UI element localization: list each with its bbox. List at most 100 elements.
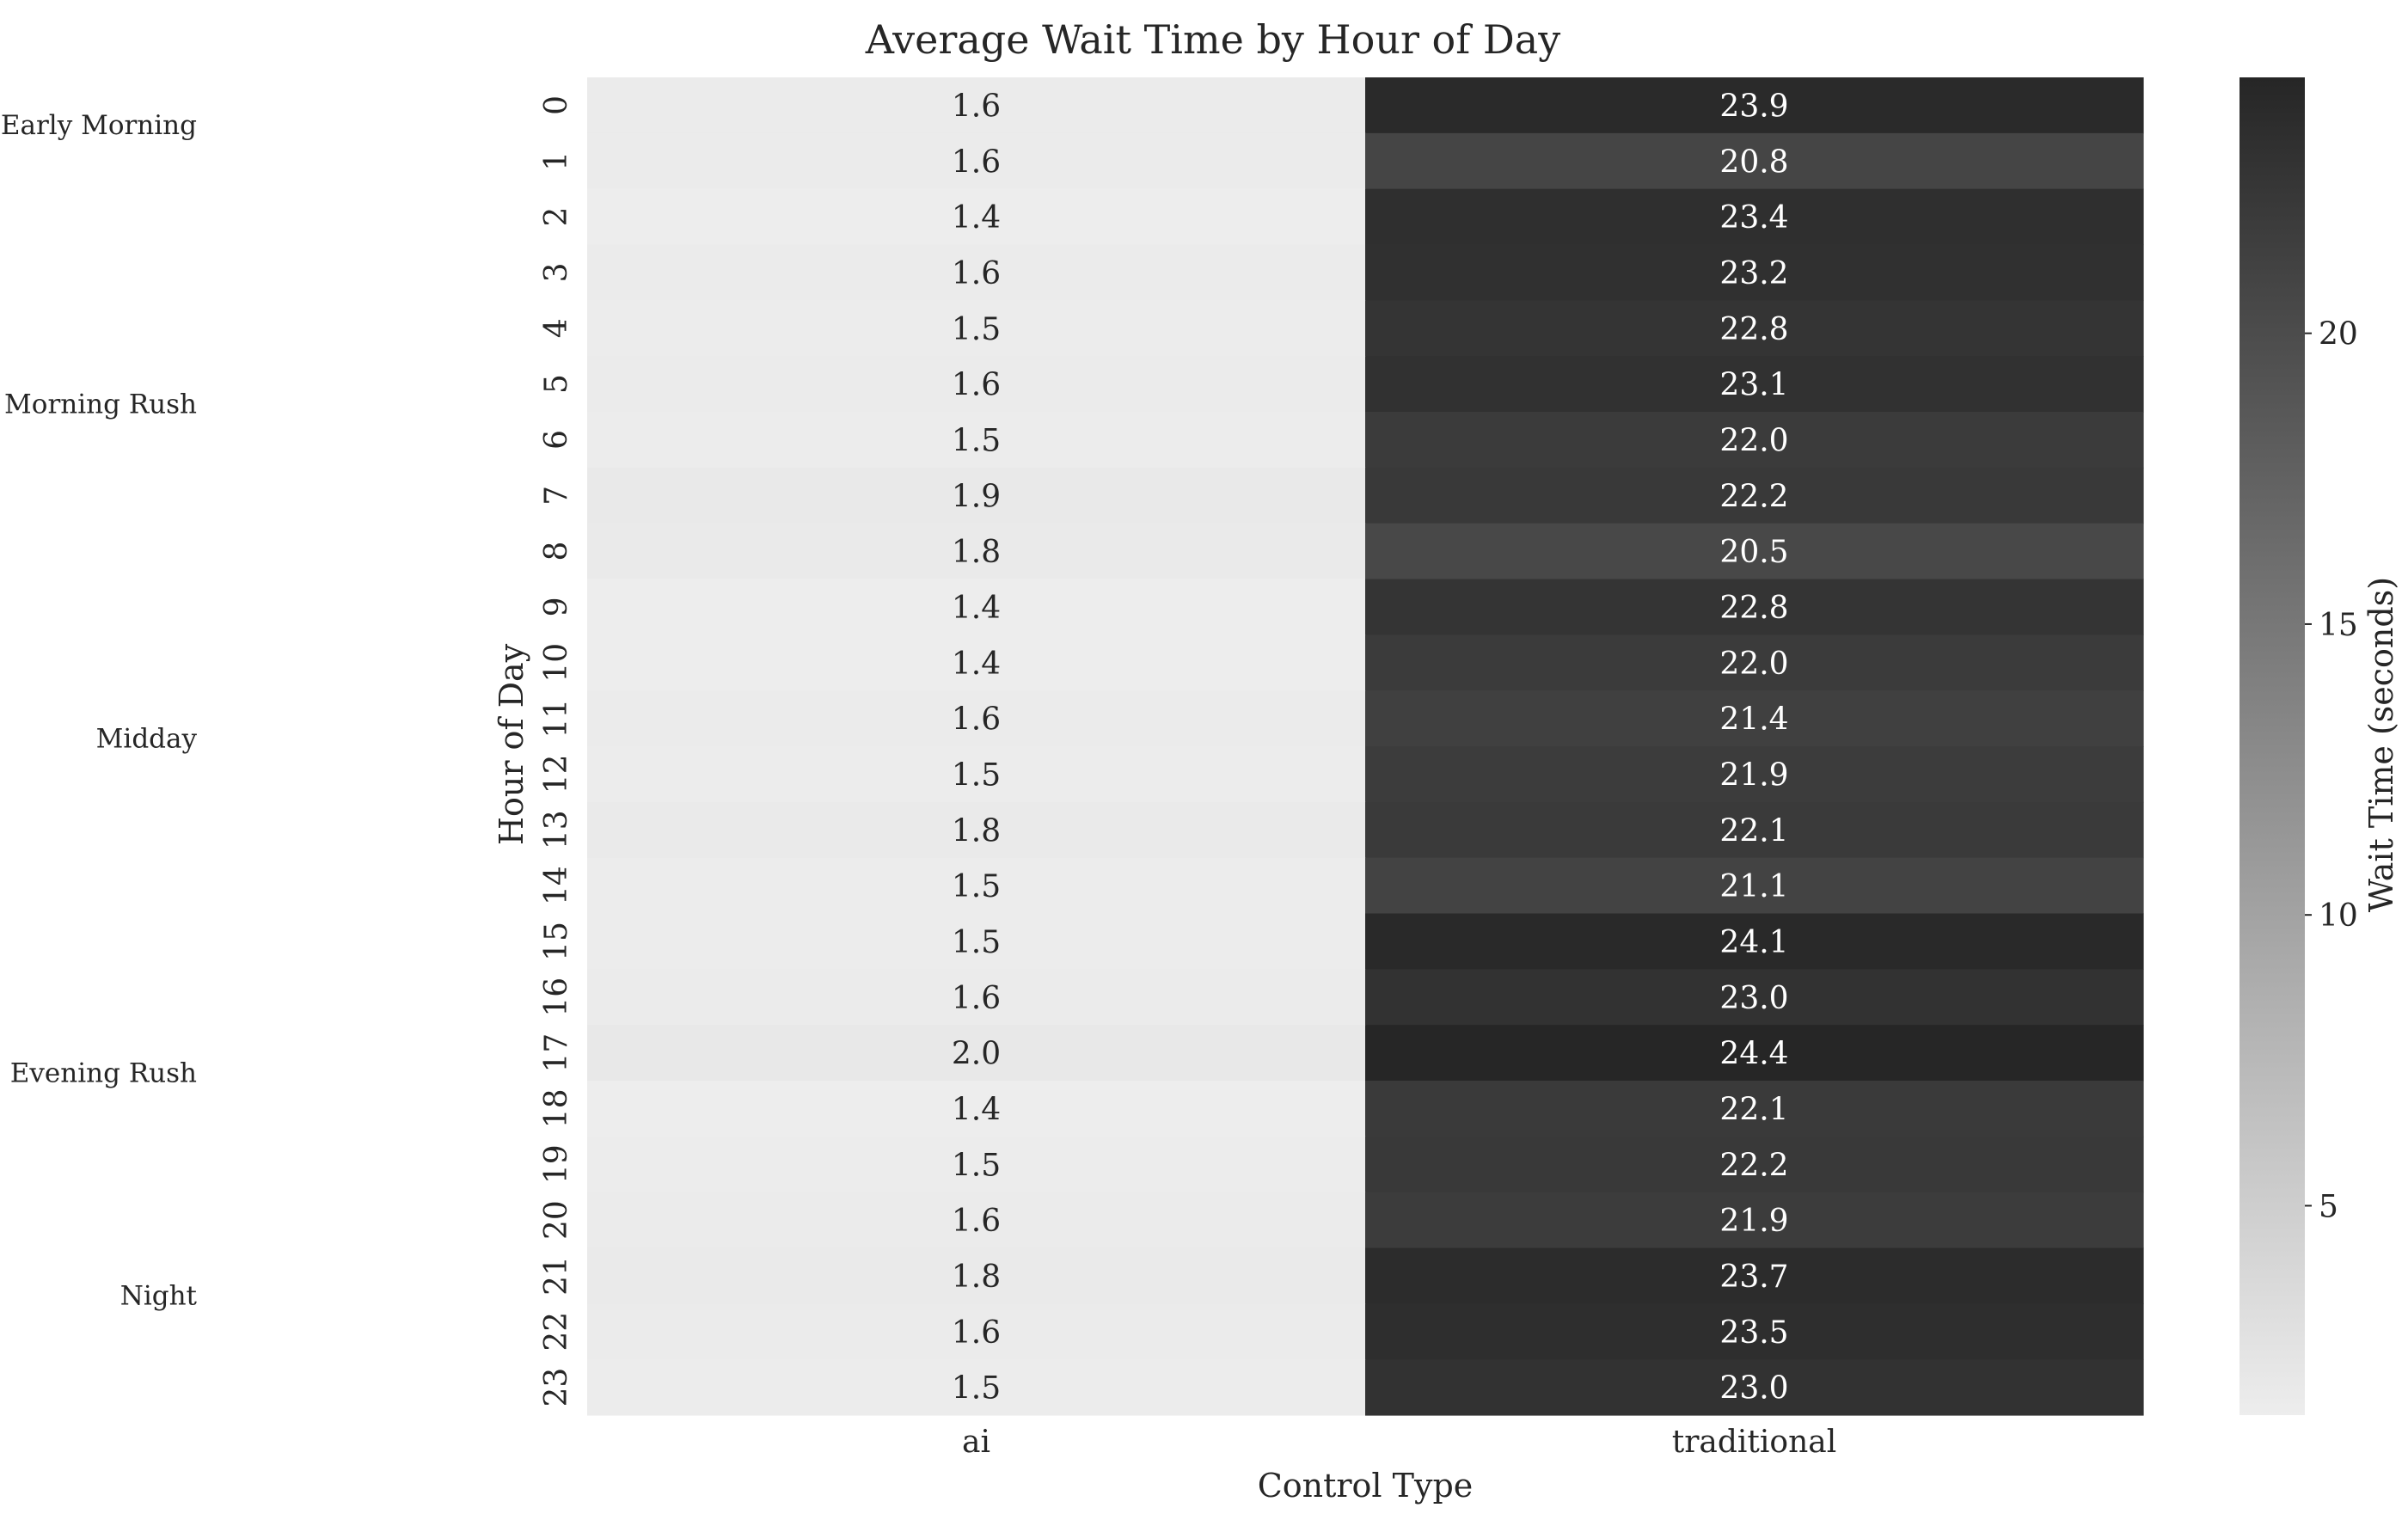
heatmap-cell	[1365, 523, 2144, 580]
y-tick-label: 5	[539, 374, 574, 394]
y-tick-label: 23	[539, 1368, 574, 1407]
heatmap-cell	[1365, 77, 2144, 134]
heatmap-cell	[1365, 1303, 2144, 1360]
y-tick-label: 8	[539, 542, 574, 561]
heatmap-cell	[587, 244, 1366, 301]
cell-value-label: 1.4	[952, 1092, 1001, 1127]
y-tick-label: 1	[539, 151, 574, 171]
heatmap-cell	[587, 634, 1366, 691]
heatmap-cell	[587, 300, 1366, 357]
cell-value-label: 23.2	[1719, 256, 1788, 291]
cell-value-label: 1.5	[952, 925, 1001, 960]
heatmap-cell	[587, 579, 1366, 635]
cell-value-label: 1.5	[952, 1148, 1001, 1183]
heatmap-cell	[587, 690, 1366, 747]
colorbar-gradient	[2240, 77, 2305, 1415]
row-group-label: Early Morning	[1, 110, 197, 141]
cell-value-label: 22.1	[1719, 1092, 1788, 1127]
heatmap-cell	[1365, 244, 2144, 301]
heatmap-cell	[1365, 467, 2144, 524]
heatmap-cell	[587, 1136, 1366, 1193]
heatmap-cell	[587, 969, 1366, 1026]
cell-value-label: 1.8	[952, 535, 1001, 570]
cell-value-label: 1.5	[952, 869, 1001, 904]
cell-value-label: 23.1	[1719, 368, 1788, 403]
heatmap-cell	[587, 857, 1366, 915]
x-tick-label: traditional	[1672, 1425, 1837, 1460]
y-tick-label: 9	[539, 597, 574, 616]
cell-value-label: 22.2	[1719, 1148, 1788, 1183]
row-group-label: Morning Rush	[4, 389, 197, 420]
cell-value-label: 21.9	[1719, 757, 1788, 793]
heatmap-cell	[587, 1359, 1366, 1416]
heatmap-cell	[1365, 356, 2144, 413]
cell-annotations: 1.6 23.9 1.6 20.8 1.4 23.4 1.6 23.2 1.5 22.8 1.6 23…	[952, 89, 1789, 1406]
cell-value-label: 24.1	[1719, 925, 1788, 960]
cell-value-label: 1.6	[952, 981, 1001, 1016]
heatmap-cell	[587, 1247, 1366, 1304]
heatmap-cell	[1365, 1136, 2144, 1193]
heatmap-cell	[1365, 132, 2144, 190]
cell-value-label: 24.4	[1719, 1037, 1788, 1072]
cell-value-label: 1.6	[952, 256, 1001, 291]
y-tick-label: 13	[539, 810, 574, 849]
cell-value-label: 23.5	[1719, 1315, 1788, 1351]
heatmap-cell	[1365, 969, 2144, 1026]
cell-value-label: 23.9	[1719, 89, 1788, 124]
cell-value-label: 22.8	[1719, 312, 1788, 347]
heatmap-cell	[1365, 579, 2144, 635]
heatmap-cell	[587, 132, 1366, 190]
y-tick-label: 10	[539, 643, 574, 683]
y-tick-label: 11	[539, 699, 574, 739]
x-tick-label: ai	[962, 1425, 990, 1460]
cell-value-label: 20.8	[1719, 144, 1788, 180]
heatmap-cell	[1365, 1359, 2144, 1416]
colorbar-ticks: 5 10 15 20	[2305, 317, 2358, 1224]
y-tick-label: 20	[539, 1200, 574, 1240]
heatmap-cell	[587, 801, 1366, 859]
cell-value-label: 22.1	[1719, 813, 1788, 849]
heatmap-cell	[587, 77, 1366, 134]
heatmap-cell	[587, 467, 1366, 524]
heatmap-cell	[587, 746, 1366, 803]
y-tick-label: 17	[539, 1033, 574, 1073]
heatmap-cell	[1365, 801, 2144, 859]
cell-value-label: 1.5	[952, 312, 1001, 347]
y-tick-label: 6	[539, 430, 574, 450]
y-tick-label: 0	[539, 95, 574, 115]
heatmap-cell	[1365, 412, 2144, 469]
cell-value-label: 21.4	[1719, 702, 1788, 738]
heatmap-cell	[1365, 188, 2144, 246]
cell-value-label: 23.0	[1719, 981, 1788, 1016]
heatmap-cell	[587, 1081, 1366, 1137]
cell-value-label: 22.0	[1719, 647, 1788, 682]
heatmap-cell	[1365, 857, 2144, 915]
y-tick-label: 2	[539, 207, 574, 227]
cell-value-label: 20.5	[1719, 535, 1788, 570]
heatmap-cell	[1365, 1081, 2144, 1137]
cell-value-label: 1.5	[952, 423, 1001, 458]
y-tick-label: 12	[539, 755, 574, 794]
heatmap-cell	[587, 412, 1366, 469]
colorbar-tick-label: 20	[2319, 317, 2358, 352]
y-tick-label: 19	[539, 1144, 574, 1184]
cell-value-label: 1.6	[952, 1315, 1001, 1351]
heatmap-cell	[1365, 634, 2144, 691]
heatmap-cell	[1365, 1192, 2144, 1249]
chart-title: Average Wait Time by Hour of Day	[865, 16, 1560, 63]
y-tick-label: 22	[539, 1312, 574, 1351]
cell-value-label: 1.5	[952, 757, 1001, 793]
x-axis-label: Control Type	[1258, 1467, 1474, 1505]
cell-value-label: 1.8	[952, 1260, 1001, 1295]
heatmap-cell	[1365, 746, 2144, 803]
y-tick-label: 18	[539, 1089, 574, 1129]
heatmap-cell	[1365, 1025, 2144, 1082]
y-tick-label: 15	[539, 922, 574, 961]
row-group-label: Evening Rush	[10, 1057, 197, 1088]
colorbar-tick-label: 10	[2319, 898, 2358, 934]
heatmap-cell	[587, 1192, 1366, 1249]
heatmap-cell	[587, 913, 1366, 970]
heatmap-cell	[587, 356, 1366, 413]
